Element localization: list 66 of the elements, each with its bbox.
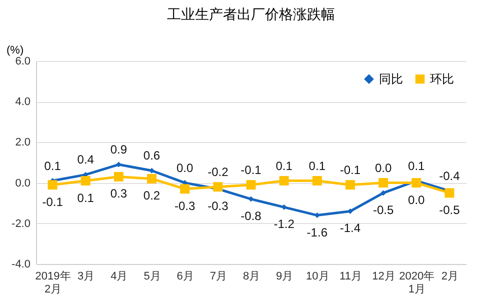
data-label: 0.0	[408, 192, 426, 207]
y-tick-label: 4.0	[15, 96, 30, 108]
data-label: 0.0	[176, 160, 194, 175]
y-tick-label: 2.0	[15, 136, 30, 149]
point	[114, 172, 124, 182]
data-label: 0.3	[110, 186, 128, 201]
y-axis-title: (%)	[6, 44, 24, 56]
point	[246, 180, 256, 190]
data-label: -0.3	[208, 198, 229, 213]
point	[444, 188, 454, 198]
x-tick-label: 4月	[110, 270, 128, 282]
x-tick-label: 3月	[78, 270, 95, 282]
point	[412, 178, 422, 188]
x-tick-label: 11月	[340, 270, 362, 282]
data-label: -0.2	[208, 164, 229, 179]
point	[312, 176, 322, 186]
data-label: 0.1	[77, 190, 94, 205]
point	[380, 190, 386, 196]
x-tick-label: 7月	[210, 270, 227, 282]
point	[279, 176, 289, 186]
data-label: -0.1	[240, 162, 262, 177]
point	[147, 174, 157, 184]
data-label: 0.2	[143, 188, 160, 203]
data-label: 0.1	[276, 158, 293, 173]
data-label: 0.1	[44, 158, 62, 173]
point	[345, 180, 355, 190]
y-tick-label: -4.0	[12, 258, 30, 270]
x-tick-label: 2020年 1月	[399, 270, 435, 296]
data-label: -0.5	[439, 202, 460, 217]
data-label: 0.9	[110, 142, 128, 157]
legend-label: 环比	[430, 72, 454, 86]
y-tick-label: 6.0	[15, 56, 30, 68]
data-label: 0.0	[374, 160, 392, 175]
y-tick-label: -2.0	[12, 218, 30, 230]
data-label: -0.3	[174, 198, 196, 213]
y-tick-label: 0.0	[15, 177, 30, 190]
x-tick-label: 9月	[276, 270, 294, 282]
point	[248, 196, 254, 202]
x-tick-label: 5月	[144, 270, 161, 282]
data-label: 0.1	[408, 158, 426, 173]
data-label: -0.4	[439, 168, 460, 183]
x-tick-label: 2019年 2月	[35, 270, 71, 296]
data-label: -0.1	[42, 194, 64, 209]
data-label: 0.4	[77, 152, 94, 167]
data-label: -0.1	[340, 162, 361, 177]
x-tick-label: 2月	[441, 270, 459, 282]
data-label: -1.2	[274, 217, 295, 232]
data-label: -1.4	[340, 221, 361, 236]
point	[180, 184, 190, 194]
data-label: 0.6	[143, 148, 160, 163]
x-tick-label: 6月	[176, 270, 194, 282]
x-tick-label: 10月	[306, 270, 330, 282]
data-label: -1.6	[306, 225, 328, 240]
legend-label: 同比	[379, 72, 403, 86]
point	[48, 180, 58, 190]
data-label: -0.5	[372, 202, 394, 217]
data-label: -0.8	[240, 209, 262, 224]
chart-title: 工业生产者出厂价格涨跌幅	[167, 6, 335, 22]
data-label: 0.1	[308, 158, 326, 173]
point	[281, 204, 287, 210]
point	[80, 176, 90, 186]
x-tick-label: 8月	[242, 270, 260, 282]
point	[116, 162, 122, 168]
x-tick-label: 12月	[372, 270, 396, 282]
point	[378, 178, 388, 188]
point	[213, 182, 223, 192]
